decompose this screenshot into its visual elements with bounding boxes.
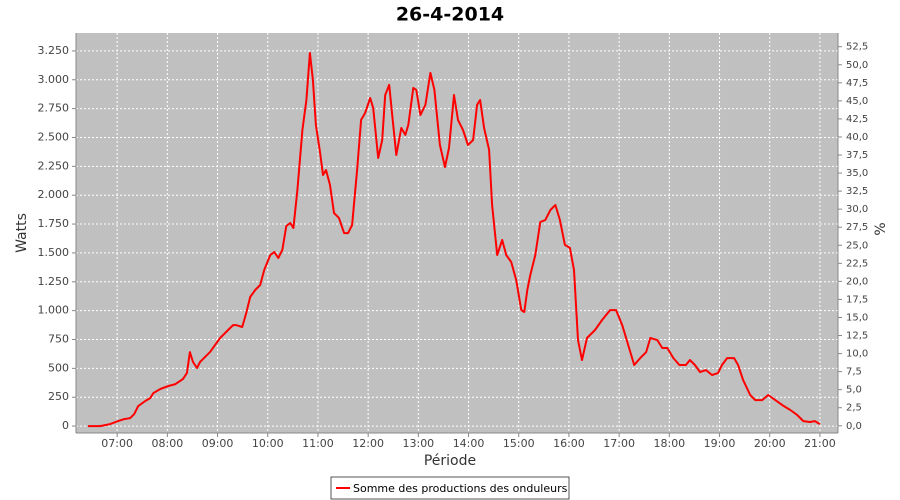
x-tick-label: 09:00	[202, 437, 234, 450]
y2-tick-label: 5,0	[846, 385, 862, 396]
y-tick-label: 1.750	[38, 217, 70, 230]
y2-tick-label: 10,0	[846, 349, 868, 360]
y2-tick-label: 0,0	[846, 421, 862, 432]
y-tick-label: 2.000	[38, 188, 70, 201]
y2-tick-label: 22,5	[846, 258, 868, 269]
y-tick-label: 1.250	[38, 275, 70, 288]
x-tick-label: 14:00	[453, 437, 485, 450]
legend-label: Somme des productions des onduleurs	[353, 482, 568, 495]
y-tick-label: 250	[48, 390, 69, 403]
y2-tick-label: 20,0	[846, 276, 868, 287]
y2-tick-label: 47,5	[846, 78, 868, 89]
x-tick-label: 17:00	[603, 437, 635, 450]
x-tick-label: 13:00	[402, 437, 434, 450]
grid	[76, 33, 838, 433]
y2-tick-label: 12,5	[846, 331, 868, 342]
y2-tick-label: 27,5	[846, 222, 868, 233]
y2-tick-label: 25,0	[846, 240, 868, 251]
x-tick-label: 15:00	[503, 437, 535, 450]
x-tick-label: 16:00	[553, 437, 585, 450]
y-tick-label: 1.000	[38, 304, 70, 317]
y2-tick-label: 32,5	[846, 186, 868, 197]
y-tick-label: 3.250	[38, 44, 70, 57]
y-tick-label: 2.500	[38, 130, 70, 143]
y2-tick-label: 50,0	[846, 60, 868, 71]
y2-axis-label: %	[873, 222, 889, 235]
x-tick-label: 10:00	[252, 437, 284, 450]
y-tick-label: 2.750	[38, 102, 70, 115]
y2-tick-label: 2,5	[846, 403, 862, 414]
x-tick-label: 11:00	[302, 437, 334, 450]
y2-tick-label: 42,5	[846, 114, 868, 125]
y2-tick-label: 17,5	[846, 294, 868, 305]
y2-tick-label: 30,0	[846, 204, 868, 215]
y-tick-label: 1.500	[38, 246, 70, 259]
series-line	[88, 52, 821, 428]
y-tick-label: 0	[62, 419, 69, 432]
y-tick-label: 2.250	[38, 159, 70, 172]
x-tick-label: 12:00	[352, 437, 384, 450]
y2-tick-label: 15,0	[846, 312, 868, 323]
x-tick-label: 20:00	[754, 437, 786, 450]
x-tick-label: 21:00	[804, 437, 836, 450]
y2-tick-label: 7,5	[846, 367, 862, 378]
y2-tick-label: 40,0	[846, 132, 868, 143]
y2-tick-label: 45,0	[846, 96, 868, 107]
marks	[88, 52, 821, 428]
y2-tick-label: 35,0	[846, 168, 868, 179]
x-tick-label: 18:00	[653, 437, 685, 450]
chart-title: 26-4-2014	[396, 4, 504, 26]
x-tick-label: 19:00	[704, 437, 736, 450]
x-axis-label: Période	[424, 453, 476, 469]
x-tick-label: 07:00	[101, 437, 133, 450]
x-tick-label: 08:00	[152, 437, 184, 450]
plot-area	[76, 33, 838, 433]
y-tick-label: 500	[48, 361, 69, 374]
y2-tick-label: 52,5	[846, 42, 868, 53]
y-tick-label: 3.000	[38, 73, 70, 86]
y-tick-label: 750	[48, 332, 69, 345]
y-axis-label: Watts	[14, 213, 30, 253]
y2-tick-label: 37,5	[846, 150, 868, 161]
legend	[330, 476, 570, 500]
